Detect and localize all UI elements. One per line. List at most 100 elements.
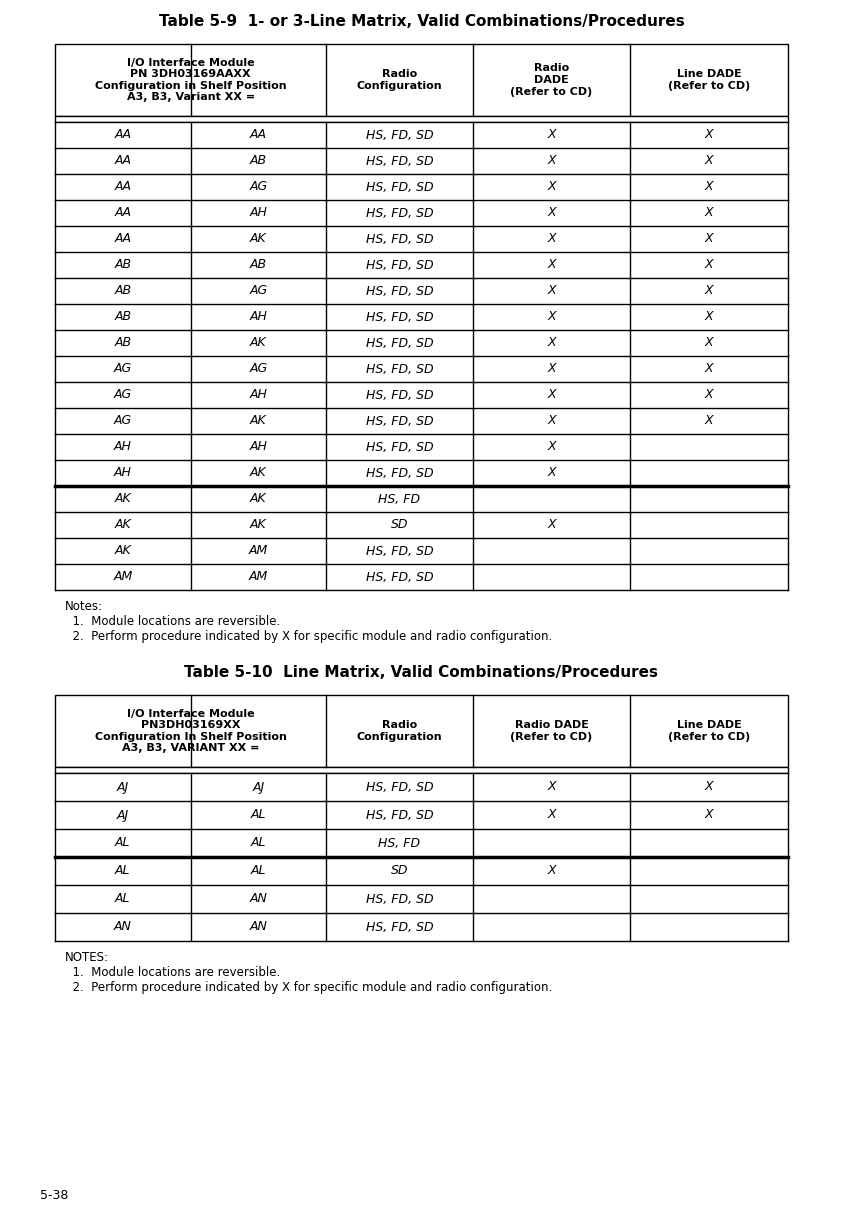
Bar — [55, 122, 788, 148]
Bar — [55, 278, 788, 304]
Bar — [55, 382, 788, 408]
Text: AH: AH — [250, 441, 267, 453]
Text: X: X — [705, 808, 713, 822]
Text: HS, FD, SD: HS, FD, SD — [366, 128, 433, 142]
Text: HS, FD, SD: HS, FD, SD — [366, 545, 433, 558]
Text: Radio
Configuration: Radio Configuration — [357, 69, 443, 91]
Text: AM: AM — [249, 545, 268, 558]
Bar — [55, 253, 788, 278]
Text: AL: AL — [250, 837, 266, 850]
Text: AL: AL — [115, 865, 131, 877]
Text: AM: AM — [249, 570, 268, 584]
Text: X: X — [547, 467, 556, 479]
Text: AK: AK — [250, 414, 266, 428]
Text: AK: AK — [250, 336, 266, 350]
Bar — [55, 695, 788, 768]
Text: X: X — [547, 259, 556, 271]
Text: X: X — [705, 285, 713, 297]
Text: AL: AL — [250, 865, 266, 877]
Text: AN: AN — [114, 920, 132, 934]
Text: AH: AH — [250, 388, 267, 402]
Text: AA: AA — [115, 207, 132, 219]
Bar — [55, 513, 788, 538]
Text: X: X — [547, 336, 556, 350]
Text: X: X — [705, 362, 713, 376]
Bar — [55, 330, 788, 356]
Text: HS, FD, SD: HS, FD, SD — [366, 467, 433, 479]
Text: HS, FD, SD: HS, FD, SD — [366, 259, 433, 271]
Text: X: X — [547, 388, 556, 402]
Text: AA: AA — [250, 128, 267, 142]
Text: AG: AG — [114, 414, 132, 428]
Text: HS, FD, SD: HS, FD, SD — [366, 388, 433, 402]
Text: HS, FD, SD: HS, FD, SD — [366, 808, 433, 822]
Text: X: X — [705, 259, 713, 271]
Text: AB: AB — [115, 285, 132, 297]
Text: X: X — [547, 128, 556, 142]
Text: Line DADE
(Refer to CD): Line DADE (Refer to CD) — [668, 721, 750, 742]
Text: AK: AK — [250, 233, 266, 245]
Text: HS, FD, SD: HS, FD, SD — [366, 362, 433, 376]
Text: HS, FD, SD: HS, FD, SD — [366, 285, 433, 297]
Text: AA: AA — [115, 128, 132, 142]
Bar — [55, 768, 788, 772]
Text: AL: AL — [115, 837, 131, 850]
Bar — [55, 174, 788, 200]
Text: AA: AA — [115, 154, 132, 168]
Text: Line DADE
(Refer to CD): Line DADE (Refer to CD) — [668, 69, 750, 91]
Text: AG: AG — [250, 285, 267, 297]
Text: X: X — [547, 285, 556, 297]
Text: Table 5-9  1- or 3-Line Matrix, Valid Combinations/Procedures: Table 5-9 1- or 3-Line Matrix, Valid Com… — [158, 14, 685, 30]
Text: X: X — [547, 181, 556, 193]
Text: AK: AK — [250, 467, 266, 479]
Text: HS, FD, SD: HS, FD, SD — [366, 920, 433, 934]
Text: X: X — [705, 336, 713, 350]
Text: AG: AG — [250, 181, 267, 193]
Text: X: X — [547, 310, 556, 324]
Bar — [55, 460, 788, 485]
Text: AB: AB — [250, 259, 267, 271]
Text: AK: AK — [115, 519, 132, 531]
Bar — [55, 44, 788, 116]
Text: HS, FD, SD: HS, FD, SD — [366, 570, 433, 584]
Text: X: X — [705, 207, 713, 219]
Text: HS, FD, SD: HS, FD, SD — [366, 441, 433, 453]
Text: Table 5-10  Line Matrix, Valid Combinations/Procedures: Table 5-10 Line Matrix, Valid Combinatio… — [185, 665, 658, 680]
Text: X: X — [705, 388, 713, 402]
Bar — [55, 200, 788, 225]
Text: AB: AB — [115, 336, 132, 350]
Text: AH: AH — [114, 467, 132, 479]
Text: X: X — [705, 128, 713, 142]
Text: SD: SD — [391, 519, 408, 531]
Text: HS, FD, SD: HS, FD, SD — [366, 781, 433, 793]
Text: X: X — [705, 154, 713, 168]
Text: AG: AG — [250, 362, 267, 376]
Text: AN: AN — [250, 920, 267, 934]
Text: AK: AK — [115, 545, 132, 558]
Bar — [55, 304, 788, 330]
Text: X: X — [547, 362, 556, 376]
Text: AG: AG — [114, 362, 132, 376]
Text: AB: AB — [250, 154, 267, 168]
Text: HS, FD: HS, FD — [379, 493, 421, 505]
Text: X: X — [547, 781, 556, 793]
Bar — [55, 829, 788, 857]
Text: X: X — [705, 414, 713, 428]
Bar — [55, 564, 788, 590]
Text: Radio
Configuration: Radio Configuration — [357, 721, 443, 742]
Text: HS, FD, SD: HS, FD, SD — [366, 336, 433, 350]
Text: AA: AA — [115, 181, 132, 193]
Text: X: X — [705, 310, 713, 324]
Bar — [55, 772, 788, 801]
Text: AK: AK — [250, 493, 266, 505]
Text: Radio
DADE
(Refer to CD): Radio DADE (Refer to CD) — [511, 63, 593, 96]
Text: AL: AL — [115, 892, 131, 906]
Text: I/O Interface Module
PN 3DH03169AAXX
Configuration in Shelf Position
A3, B3, Var: I/O Interface Module PN 3DH03169AAXX Con… — [94, 58, 287, 102]
Bar — [55, 857, 788, 885]
Text: X: X — [705, 181, 713, 193]
Text: AG: AG — [114, 388, 132, 402]
Text: AM: AM — [113, 570, 132, 584]
Text: X: X — [547, 233, 556, 245]
Text: AA: AA — [115, 233, 132, 245]
Bar — [55, 225, 788, 253]
